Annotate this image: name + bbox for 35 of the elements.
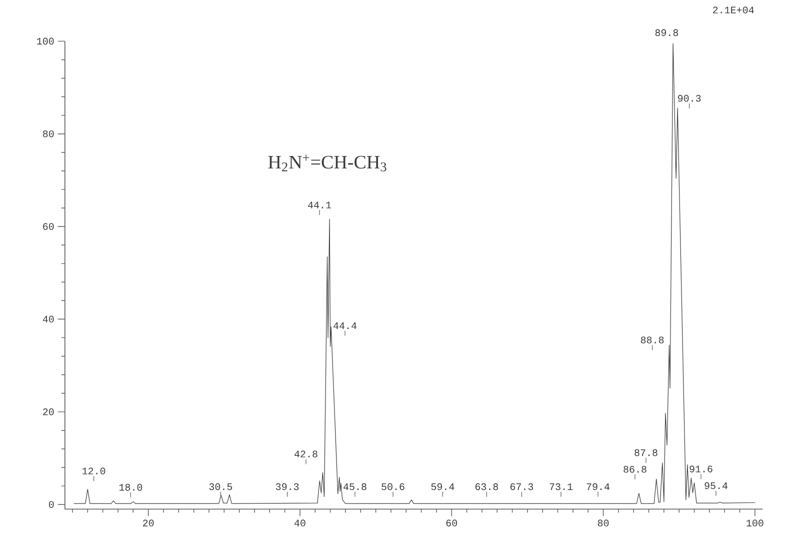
text: 2.1E+04 (713, 6, 754, 14)
y-tick-label: 100 (37, 38, 54, 45)
annotation: 44.4 (334, 322, 356, 329)
y-tick-label: 20 (43, 408, 54, 416)
text: 89.8 (655, 29, 678, 36)
annotation: 44.1 (308, 202, 332, 208)
y-tick-label: 0 (48, 501, 54, 508)
annotation: 30.5 (209, 483, 232, 490)
annotation: 50.6 (382, 483, 404, 490)
annotation: 91.6 (690, 466, 712, 472)
x-tick-label: 80 (598, 520, 609, 526)
x-tick-label: 100 (746, 520, 764, 526)
annotation: 95.4 (704, 482, 728, 490)
annotation: 87.8 (634, 449, 658, 456)
annotation: H$_{2}$N$^{+}$=CH-CH$_{3}$ (268, 154, 386, 172)
y-tick-label: 40 (42, 316, 54, 323)
y-tick-label: 80 (43, 130, 54, 138)
annotation: 42.8 (294, 450, 318, 458)
annotation: 90.3 (678, 94, 701, 102)
x-tick-label: 40 (294, 520, 306, 526)
annotation: 88.8 (640, 336, 664, 344)
annotation: 12.0 (82, 468, 106, 474)
x-tick-label: 20 (143, 520, 154, 526)
annotation: 45.8 (344, 483, 366, 490)
annotation: 79.4 (586, 483, 610, 490)
annotation: 59.4 (431, 483, 454, 490)
annotation: 67.3 (510, 483, 534, 490)
annotation: 86.8 (624, 466, 646, 473)
x-tick-label: 60 (446, 520, 458, 526)
annotation: 63.8 (475, 483, 498, 490)
line-series (74, 43, 756, 504)
annotation: 73.1 (550, 483, 573, 490)
annotation: 18.0 (119, 484, 142, 491)
annotation: 39.3 (276, 483, 299, 490)
y-tick-label: 60 (43, 223, 54, 230)
